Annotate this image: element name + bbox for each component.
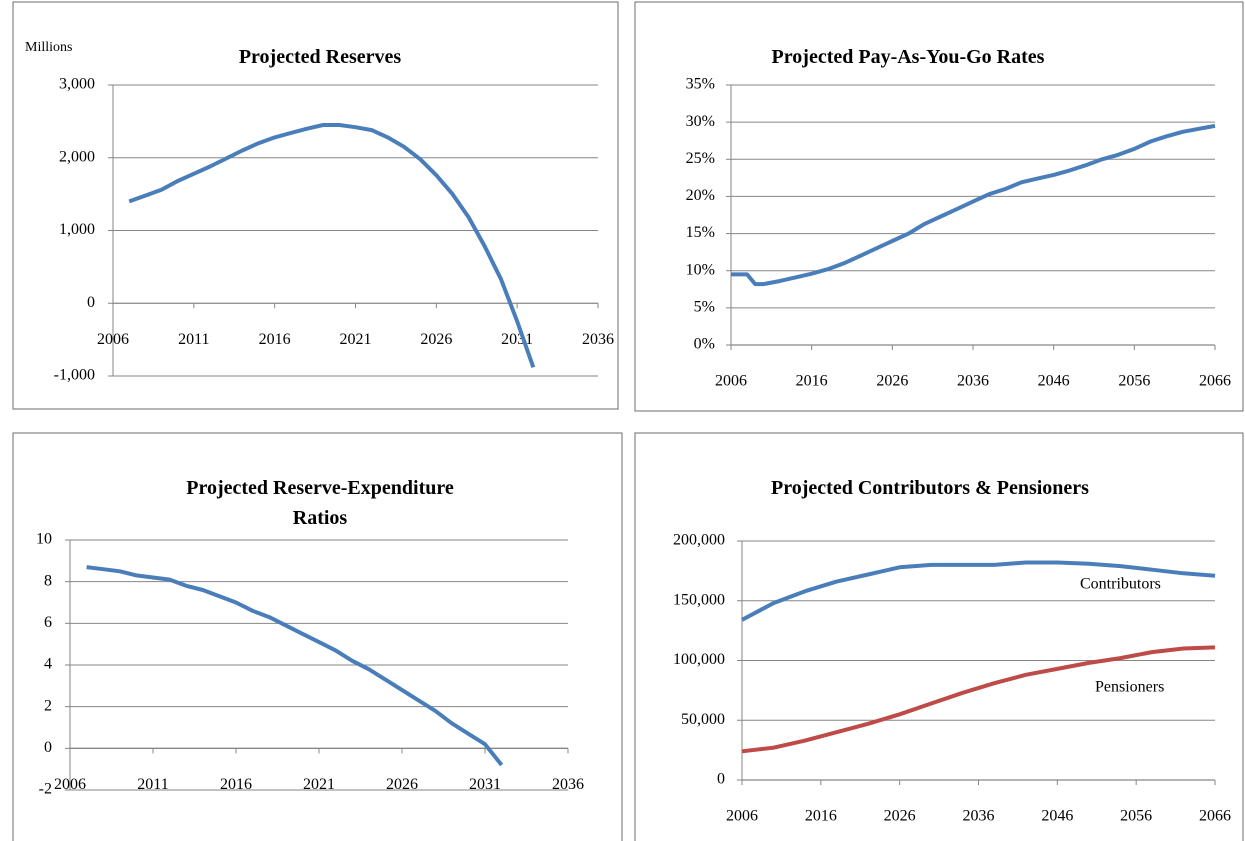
x-tick-label: 2011 xyxy=(137,776,168,793)
panel-border xyxy=(634,432,1244,841)
y-tick-label: 15% xyxy=(686,224,715,241)
chart-title: Projected Reserve-Expenditure Ratios xyxy=(186,477,454,529)
y-tick-label: 10 xyxy=(36,531,52,548)
y-tick-label: 20% xyxy=(686,187,715,204)
chart-title: Projected Reserves xyxy=(238,46,402,68)
y-tick-label: 10% xyxy=(686,261,715,278)
y-tick-label: 3,000 xyxy=(59,76,95,93)
y-tick-label: 35% xyxy=(686,76,715,93)
x-tick-label: 2026 xyxy=(876,373,908,390)
x-tick-label: 2026 xyxy=(420,331,452,348)
x-tick-label: 2006 xyxy=(726,808,758,825)
y-tick-label: 0 xyxy=(717,771,725,788)
title-box: Projected Reserve-Expenditure Ratios xyxy=(186,477,454,529)
x-tick-label: 2016 xyxy=(259,331,291,348)
title-box: Projected Reserves xyxy=(238,46,402,68)
y-tick-label: 2,000 xyxy=(59,148,95,165)
x-tick-label: 2026 xyxy=(884,808,916,825)
y-tick-label: 0 xyxy=(87,294,95,311)
chart-title: Projected Contributors & Pensioners xyxy=(771,477,1089,499)
y-tick-label: 2 xyxy=(44,697,52,714)
x-tick-label: 2036 xyxy=(957,373,989,390)
x-tick-label: 2056 xyxy=(1118,373,1150,390)
x-tick-label: 2031 xyxy=(501,331,533,348)
y-tick-label: -1,000 xyxy=(54,367,95,384)
chart-title: Projected Pay-As-You-Go Rates xyxy=(771,46,1045,68)
y-tick-label: 0% xyxy=(694,336,715,353)
y-tick-label: 100,000 xyxy=(673,651,725,668)
x-tick-label: 2016 xyxy=(220,776,252,793)
series-label: Contributors xyxy=(1080,576,1161,593)
title-box: Projected Contributors & Pensioners xyxy=(771,477,1089,499)
series-line xyxy=(741,560,1216,622)
x-tick-label: 2006 xyxy=(97,331,129,348)
x-tick-label: 2036 xyxy=(552,776,584,793)
x-tick-label: 2046 xyxy=(1038,373,1070,390)
x-tick-label: 2021 xyxy=(303,776,335,793)
x-tick-label: 2016 xyxy=(796,373,828,390)
y-tick-label: 30% xyxy=(686,113,715,130)
y-tick-label: -2 xyxy=(39,781,52,798)
y-tick-label: 150,000 xyxy=(673,591,725,608)
x-tick-label: 2031 xyxy=(469,776,501,793)
y-tick-label: 200,000 xyxy=(673,532,725,549)
x-tick-label: 2056 xyxy=(1120,808,1152,825)
x-tick-label: 2011 xyxy=(178,331,209,348)
y-tick-label: 25% xyxy=(686,150,715,167)
y-tick-label: 8 xyxy=(44,572,52,589)
y-tick-label: 0 xyxy=(44,739,52,756)
x-tick-label: 2006 xyxy=(715,373,747,390)
x-tick-label: 2006 xyxy=(54,776,86,793)
x-tick-label: 2066 xyxy=(1199,808,1231,825)
series-line xyxy=(741,645,1216,754)
series-label: Pensioners xyxy=(1095,679,1164,696)
x-tick-label: 2016 xyxy=(805,808,837,825)
x-tick-label: 2036 xyxy=(963,808,995,825)
x-tick-label: 2021 xyxy=(340,331,372,348)
series-line xyxy=(731,123,1216,287)
panel-border xyxy=(12,1,619,410)
x-tick-label: 2026 xyxy=(386,776,418,793)
x-tick-label: 2066 xyxy=(1199,373,1231,390)
x-tick-label: 2036 xyxy=(582,331,614,348)
series-line xyxy=(86,565,504,767)
y-tick-label: 6 xyxy=(44,614,52,631)
y-tick-label: 1,000 xyxy=(59,221,95,238)
panel-border xyxy=(634,1,1244,412)
panel-border xyxy=(12,432,623,841)
y-unit-label: Millions xyxy=(25,40,72,55)
y-tick-label: 4 xyxy=(44,656,52,673)
y-tick-label: 50,000 xyxy=(681,711,725,728)
series-line xyxy=(128,123,536,368)
x-tick-label: 2046 xyxy=(1041,808,1073,825)
y-tick-label: 5% xyxy=(694,299,715,316)
title-box: Projected Pay-As-You-Go Rates xyxy=(771,46,1045,68)
